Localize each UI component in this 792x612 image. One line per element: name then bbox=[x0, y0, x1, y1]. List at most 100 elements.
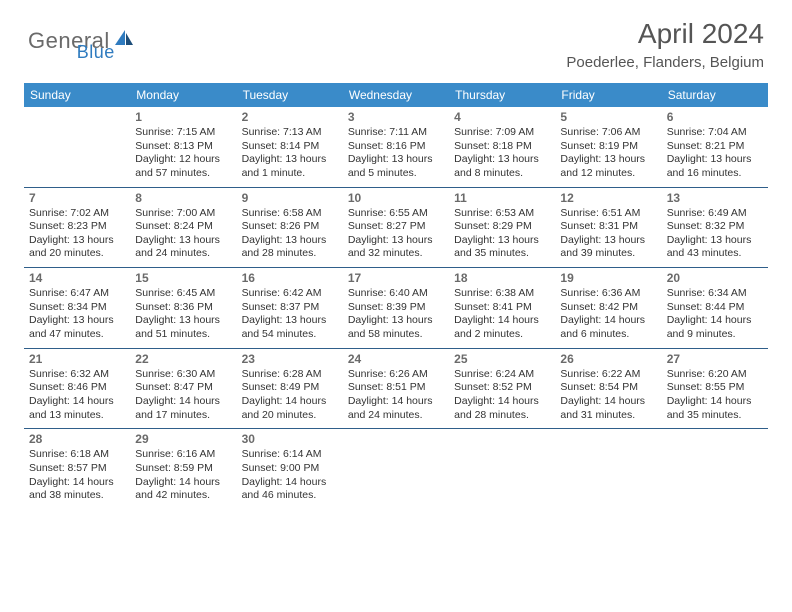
day-cell: 27Sunrise: 6:20 AMSunset: 8:55 PMDayligh… bbox=[662, 349, 768, 429]
sunset-text: Sunset: 8:32 PM bbox=[667, 220, 763, 234]
day-number: 18 bbox=[454, 271, 550, 285]
day-cell: 8Sunrise: 7:00 AMSunset: 8:24 PMDaylight… bbox=[130, 188, 236, 268]
sunset-text: Sunset: 8:52 PM bbox=[454, 381, 550, 395]
day-number: 27 bbox=[667, 352, 763, 366]
sunrise-text: Sunrise: 6:36 AM bbox=[560, 287, 656, 301]
sunset-text: Sunset: 8:19 PM bbox=[560, 140, 656, 154]
day-number: 25 bbox=[454, 352, 550, 366]
day-cell: 2Sunrise: 7:13 AMSunset: 8:14 PMDaylight… bbox=[237, 107, 343, 187]
daylight-text: Daylight: 14 hours and 31 minutes. bbox=[560, 395, 656, 422]
sunrise-text: Sunrise: 6:42 AM bbox=[242, 287, 338, 301]
daylight-text: Daylight: 13 hours and 16 minutes. bbox=[667, 153, 763, 180]
day-number: 19 bbox=[560, 271, 656, 285]
daylight-text: Daylight: 12 hours and 57 minutes. bbox=[135, 153, 231, 180]
day-number: 7 bbox=[29, 191, 125, 205]
day-cell bbox=[662, 429, 768, 509]
day-cell: 5Sunrise: 7:06 AMSunset: 8:19 PMDaylight… bbox=[555, 107, 661, 187]
sunset-text: Sunset: 8:49 PM bbox=[242, 381, 338, 395]
sunrise-text: Sunrise: 7:13 AM bbox=[242, 126, 338, 140]
week-row: 7Sunrise: 7:02 AMSunset: 8:23 PMDaylight… bbox=[24, 188, 768, 269]
sunrise-text: Sunrise: 6:32 AM bbox=[29, 368, 125, 382]
sunrise-text: Sunrise: 6:20 AM bbox=[667, 368, 763, 382]
day-number: 10 bbox=[348, 191, 444, 205]
day-number: 5 bbox=[560, 110, 656, 124]
sunrise-text: Sunrise: 7:06 AM bbox=[560, 126, 656, 140]
sunrise-text: Sunrise: 6:26 AM bbox=[348, 368, 444, 382]
day-cell: 9 Sunrise: 6:58 AMSunset: 8:26 PMDaylight… bbox=[237, 188, 343, 268]
sunset-text: Sunset: 8:39 PM bbox=[348, 301, 444, 315]
day-header-row: Sunday Monday Tuesday Wednesday Thursday… bbox=[24, 83, 768, 107]
calendar: Sunday Monday Tuesday Wednesday Thursday… bbox=[24, 83, 768, 509]
day-number: 11 bbox=[454, 191, 550, 205]
sunset-text: Sunset: 8:37 PM bbox=[242, 301, 338, 315]
sunrise-text: Sunrise: 7:00 AM bbox=[135, 207, 231, 221]
day-cell: 25Sunrise: 6:24 AMSunset: 8:52 PMDayligh… bbox=[449, 349, 555, 429]
logo-text-blue: Blue bbox=[77, 42, 115, 63]
dayhead-sunday: Sunday bbox=[24, 83, 130, 107]
sunrise-text: Sunrise: 7:04 AM bbox=[667, 126, 763, 140]
day-number: 9 bbox=[242, 191, 338, 205]
logo-sail-icon bbox=[113, 28, 135, 53]
daylight-text: Daylight: 13 hours and 32 minutes. bbox=[348, 234, 444, 261]
daylight-text: Daylight: 14 hours and 13 minutes. bbox=[29, 395, 125, 422]
day-cell: 4Sunrise: 7:09 AMSunset: 8:18 PMDaylight… bbox=[449, 107, 555, 187]
sunset-text: Sunset: 8:34 PM bbox=[29, 301, 125, 315]
sunrise-text: Sunrise: 6:49 AM bbox=[667, 207, 763, 221]
daylight-text: Daylight: 13 hours and 5 minutes. bbox=[348, 153, 444, 180]
sunset-text: Sunset: 8:57 PM bbox=[29, 462, 125, 476]
daylight-text: Daylight: 13 hours and 28 minutes. bbox=[242, 234, 338, 261]
title-block: April 2024 Poederlee, Flanders, Belgium bbox=[566, 18, 764, 71]
daylight-text: Daylight: 14 hours and 9 minutes. bbox=[667, 314, 763, 341]
sunset-text: Sunset: 8:23 PM bbox=[29, 220, 125, 234]
sunset-text: Sunset: 8:14 PM bbox=[242, 140, 338, 154]
day-cell: 30Sunrise: 6:14 AMSunset: 9:00 PMDayligh… bbox=[237, 429, 343, 509]
day-cell: 26 Sunrise: 6:22 AMSunset: 8:54 PMDayligh… bbox=[555, 349, 661, 429]
daylight-text: Daylight: 14 hours and 24 minutes. bbox=[348, 395, 444, 422]
sunrise-text: Sunrise: 6:58 AM bbox=[242, 207, 338, 221]
sunrise-text: Sunrise: 6:40 AM bbox=[348, 287, 444, 301]
sunset-text: Sunset: 8:36 PM bbox=[135, 301, 231, 315]
daylight-text: Daylight: 13 hours and 47 minutes. bbox=[29, 314, 125, 341]
day-cell: 28Sunrise: 6:18 AMSunset: 8:57 PMDayligh… bbox=[24, 429, 130, 509]
dayhead-saturday: Saturday bbox=[662, 83, 768, 107]
week-row: 28Sunrise: 6:18 AMSunset: 8:57 PMDayligh… bbox=[24, 429, 768, 509]
location-text: Poederlee, Flanders, Belgium bbox=[566, 54, 764, 71]
sunrise-text: Sunrise: 6:28 AM bbox=[242, 368, 338, 382]
dayhead-friday: Friday bbox=[555, 83, 661, 107]
sunset-text: Sunset: 8:46 PM bbox=[29, 381, 125, 395]
sunset-text: Sunset: 8:54 PM bbox=[560, 381, 656, 395]
sunset-text: Sunset: 8:26 PM bbox=[242, 220, 338, 234]
day-cell: 19Sunrise: 6:36 AMSunset: 8:42 PMDayligh… bbox=[555, 268, 661, 348]
day-cell: 7 Sunrise: 7:02 AMSunset: 8:23 PMDaylight… bbox=[24, 188, 130, 268]
day-number: 2 bbox=[242, 110, 338, 124]
logo: General Blue bbox=[28, 18, 115, 63]
dayhead-wednesday: Wednesday bbox=[343, 83, 449, 107]
day-cell: 23Sunrise: 6:28 AMSunset: 8:49 PMDayligh… bbox=[237, 349, 343, 429]
day-number: 3 bbox=[348, 110, 444, 124]
dayhead-monday: Monday bbox=[130, 83, 236, 107]
sunset-text: Sunset: 8:59 PM bbox=[135, 462, 231, 476]
sunrise-text: Sunrise: 6:30 AM bbox=[135, 368, 231, 382]
day-cell bbox=[449, 429, 555, 509]
daylight-text: Daylight: 14 hours and 2 minutes. bbox=[454, 314, 550, 341]
day-number: 26 bbox=[560, 352, 656, 366]
day-cell: 17Sunrise: 6:40 AMSunset: 8:39 PMDayligh… bbox=[343, 268, 449, 348]
sunrise-text: Sunrise: 7:02 AM bbox=[29, 207, 125, 221]
day-cell: 29Sunrise: 6:16 AMSunset: 8:59 PMDayligh… bbox=[130, 429, 236, 509]
month-title: April 2024 bbox=[566, 18, 764, 50]
dayhead-tuesday: Tuesday bbox=[237, 83, 343, 107]
day-number: 22 bbox=[135, 352, 231, 366]
day-number: 16 bbox=[242, 271, 338, 285]
day-number: 17 bbox=[348, 271, 444, 285]
day-cell: 3Sunrise: 7:11 AMSunset: 8:16 PMDaylight… bbox=[343, 107, 449, 187]
sunrise-text: Sunrise: 6:55 AM bbox=[348, 207, 444, 221]
day-number: 8 bbox=[135, 191, 231, 205]
sunrise-text: Sunrise: 7:15 AM bbox=[135, 126, 231, 140]
sunrise-text: Sunrise: 6:14 AM bbox=[242, 448, 338, 462]
daylight-text: Daylight: 13 hours and 20 minutes. bbox=[29, 234, 125, 261]
sunset-text: Sunset: 8:31 PM bbox=[560, 220, 656, 234]
sunrise-text: Sunrise: 6:22 AM bbox=[560, 368, 656, 382]
sunrise-text: Sunrise: 6:45 AM bbox=[135, 287, 231, 301]
sunset-text: Sunset: 8:27 PM bbox=[348, 220, 444, 234]
daylight-text: Daylight: 13 hours and 35 minutes. bbox=[454, 234, 550, 261]
